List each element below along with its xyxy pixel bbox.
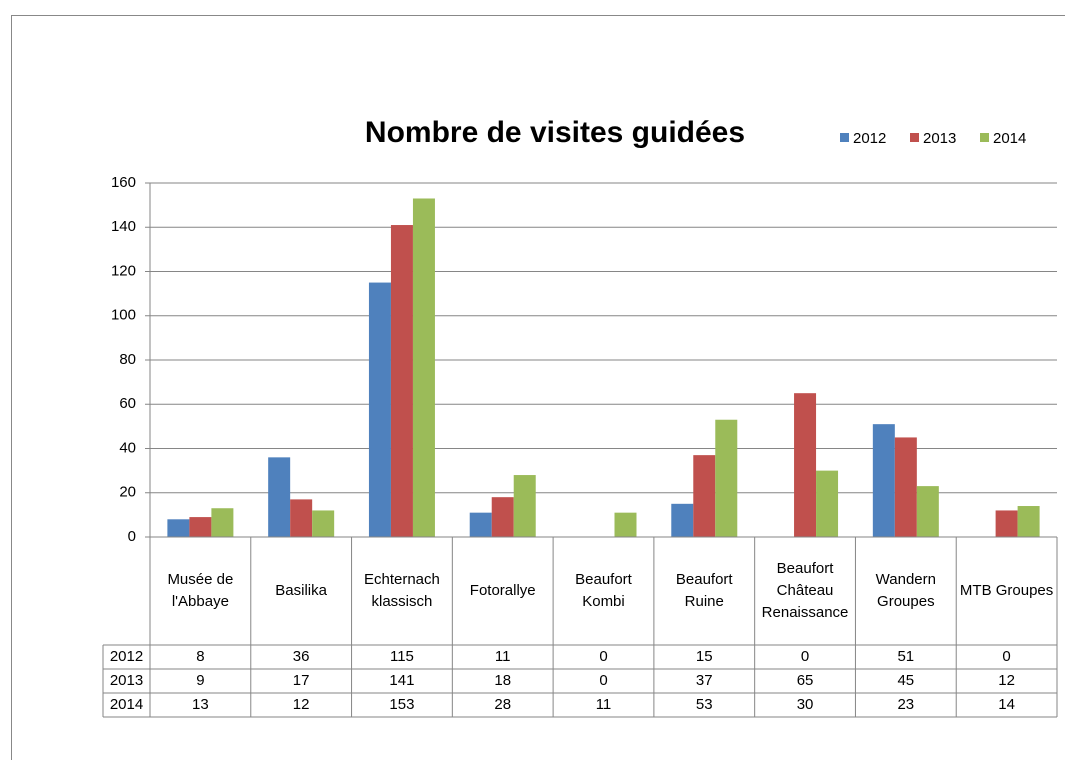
table-value: 12 (292, 696, 310, 713)
table-value: 36 (292, 648, 310, 665)
table-value: 11 (494, 648, 511, 665)
bar (715, 419, 738, 537)
table-value: 51 (897, 648, 915, 665)
table-value: 141 (389, 672, 415, 689)
category-label: Beaufort Château Renaissance (761, 560, 849, 621)
bar (368, 282, 391, 537)
bar (390, 225, 413, 537)
y-tick-label: 100 (111, 307, 136, 324)
y-tick-label: 160 (111, 174, 136, 191)
table-value: 8 (196, 648, 205, 665)
category-label: Fotorallye (469, 582, 536, 599)
table-value: 0 (599, 672, 608, 689)
category-label: Musée de l'Abbaye (167, 571, 234, 610)
bar (794, 393, 817, 537)
y-tick-label: 40 (119, 439, 136, 456)
y-tick-label: 120 (111, 262, 136, 279)
legend-label: 2012 (853, 130, 886, 147)
table-value: 14 (998, 696, 1015, 713)
bar (872, 424, 895, 537)
bar (167, 519, 190, 537)
bar (211, 508, 234, 537)
bar (693, 455, 716, 537)
table-value: 13 (192, 696, 209, 713)
category-label: Beaufort Ruine (675, 571, 733, 610)
bar (469, 512, 492, 537)
table-value: 28 (494, 696, 512, 713)
chart-title: Nombre de visites guidées (365, 116, 745, 149)
table-series-label: 2012 (109, 648, 144, 665)
table-value: 45 (897, 672, 915, 689)
bar (412, 198, 435, 538)
bar (268, 457, 291, 537)
table-value: 153 (389, 696, 415, 713)
table-value: 17 (292, 672, 310, 689)
table-series-label: 2014 (109, 696, 144, 713)
bar (995, 510, 1018, 537)
table-value: 0 (1002, 648, 1011, 665)
bar (1017, 506, 1040, 537)
bar (491, 497, 514, 537)
legend-swatch (980, 133, 989, 142)
y-tick-label: 60 (119, 395, 136, 412)
table-value: 18 (494, 672, 512, 689)
category-label: MTB Groupes (959, 582, 1054, 599)
bar (312, 510, 335, 537)
table-value: 30 (796, 696, 814, 713)
bar (916, 486, 939, 537)
table-value: 11 (595, 696, 612, 713)
category-label: Wandern Groupes (875, 571, 936, 610)
table-value: 65 (796, 672, 814, 689)
bar (614, 512, 637, 537)
category-label: Basilika (275, 582, 327, 599)
table-value: 53 (695, 696, 713, 713)
bar (671, 503, 694, 537)
y-tick-label: 80 (119, 351, 136, 368)
table-value: 23 (897, 696, 915, 713)
y-tick-label: 0 (128, 528, 136, 545)
y-tick-label: 20 (119, 484, 136, 501)
table-value: 12 (998, 672, 1015, 689)
category-label: Echternach klassisch (363, 571, 440, 610)
table-value: 15 (695, 648, 713, 665)
legend-swatch (840, 133, 849, 142)
table-value: 37 (695, 672, 713, 689)
bar (816, 470, 839, 537)
legend-label: 2013 (923, 130, 956, 147)
bar (894, 437, 917, 537)
legend-label: 2014 (993, 130, 1026, 147)
table-value: 0 (800, 648, 810, 665)
table-value: 115 (389, 648, 414, 665)
legend-swatch (910, 133, 919, 142)
bar (513, 475, 536, 537)
category-label: Beaufort Kombi (575, 571, 632, 610)
table-value: 0 (599, 648, 608, 665)
bar (189, 517, 212, 537)
table-series-label: 2013 (109, 672, 144, 689)
table-value: 9 (196, 672, 205, 689)
y-tick-label: 140 (111, 218, 136, 235)
bar (290, 499, 313, 537)
